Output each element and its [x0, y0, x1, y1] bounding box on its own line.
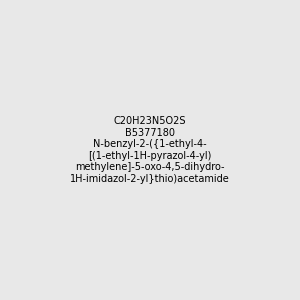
Text: C20H23N5O2S
B5377180
N-benzyl-2-({1-ethyl-4-
[(1-ethyl-1H-pyrazol-4-yl)
methylen: C20H23N5O2S B5377180 N-benzyl-2-({1-ethy…	[70, 116, 230, 184]
